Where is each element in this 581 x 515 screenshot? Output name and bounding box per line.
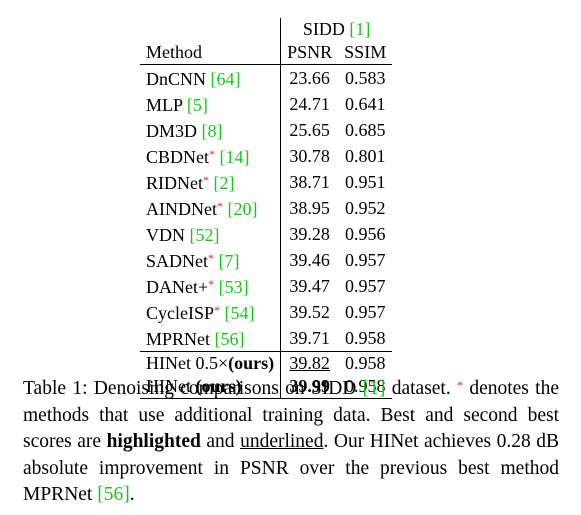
extra-data-marker: * — [203, 173, 209, 187]
ssim-cell: 0.958 — [338, 325, 393, 352]
ssim-cell: 0.957 — [344, 301, 386, 322]
method-cell: AINDNet* [20] — [146, 199, 258, 219]
method-cell: VDN [52] — [146, 225, 220, 245]
ssim-cell: 0.951 — [344, 171, 386, 192]
method-citation[interactable]: [2] — [213, 173, 235, 193]
results-table: SIDD [1] Method PSNR SSIM DnCNN [64] 23.6… — [140, 18, 393, 399]
table-row: CycleISP* [54] 39.52 0.957 — [140, 299, 392, 325]
group-header-row: SIDD [1] — [140, 18, 393, 41]
extra-data-marker: * — [216, 199, 223, 213]
table-row: RIDNet* [2] 38.71 0.951 — [140, 169, 392, 195]
caption-citation-1[interactable]: [1] — [362, 378, 386, 399]
psnr-column-header: PSNR — [280, 41, 339, 65]
psnr-cell: 24.71 — [280, 91, 339, 117]
method-cell: SADNet* [7] — [146, 251, 240, 271]
caption-citation-2[interactable]: [56] — [97, 484, 130, 505]
ssim-cell: 0.957 — [344, 249, 386, 270]
table-row-ours: HINet (ours) 39.99 0.958 — [140, 375, 393, 399]
ssim-cell: 0.641 — [344, 93, 386, 114]
ssim-cell: 0.685 — [344, 119, 386, 140]
underlined-word: underlined — [240, 431, 324, 452]
psnr-cell: 23.66 — [280, 64, 339, 91]
extra-data-marker: * — [214, 303, 221, 317]
psnr-cell: 39.71 — [280, 325, 339, 352]
method-citation[interactable]: [53] — [218, 277, 249, 297]
method-citation[interactable]: [52] — [189, 225, 220, 245]
psnr-cell: 38.71 — [280, 169, 339, 195]
method-cell: DM3D [8] — [146, 121, 223, 141]
psnr-cell: 39.47 — [280, 273, 339, 299]
psnr-cell: 30.78 — [280, 143, 339, 169]
extra-data-marker: * — [208, 251, 214, 265]
psnr-cell: 39.52 — [280, 299, 339, 325]
table-row: DnCNN [64] 23.66 0.583 — [140, 64, 393, 91]
method-cell: DANet+* [53] — [146, 277, 249, 297]
table-row: VDN [52] 39.28 0.956 — [140, 221, 392, 247]
sidd-header: SIDD [1] — [280, 18, 393, 41]
table-caption: Table 1: Denoising comparisons on SIDD [… — [23, 378, 560, 505]
ssim-column-header: SSIM — [338, 41, 393, 65]
column-header-row: Method PSNR SSIM — [140, 41, 393, 65]
table-row: CBDNet* [14] 30.78 0.801 — [140, 143, 392, 169]
extra-data-marker: * — [209, 147, 215, 161]
method-cell: CycleISP* [54] — [146, 303, 255, 323]
table-row: MLP [5] 24.71 0.641 — [140, 91, 392, 117]
method-cell: HINet (ours) — [140, 375, 281, 399]
method-cell: DnCNN [64] — [140, 64, 281, 91]
method-column-header: Method — [140, 41, 281, 65]
psnr-cell: 39.28 — [280, 221, 339, 247]
table-row: SADNet* [7] 39.46 0.957 — [140, 247, 392, 273]
method-citation[interactable]: [7] — [218, 251, 240, 271]
method-citation[interactable]: [56] — [214, 329, 245, 349]
method-citation[interactable]: [64] — [210, 69, 241, 89]
method-citation[interactable]: [20] — [227, 199, 258, 219]
highlighted-word: highlighted — [106, 431, 201, 452]
ssim-cell: 0.801 — [344, 145, 386, 166]
method-cell: HINet 0.5×(ours) — [146, 353, 275, 373]
method-citation[interactable]: [5] — [186, 95, 208, 115]
ssim-cell: 0.957 — [344, 275, 386, 296]
method-cell: CBDNet* [14] — [146, 147, 250, 167]
psnr-cell: 39.82 — [280, 351, 339, 375]
ssim-cell: 0.958 — [344, 353, 386, 373]
asterisk-marker: * — [457, 378, 464, 392]
ssim-cell: 0.952 — [344, 197, 386, 218]
psnr-cell: 39.46 — [280, 247, 339, 273]
method-citation[interactable]: [54] — [224, 303, 255, 323]
table-row: MPRNet [56] 39.71 0.958 — [140, 325, 393, 352]
method-cell: MLP [5] — [146, 95, 208, 115]
ssim-cell: 0.956 — [344, 223, 386, 244]
psnr-cell: 25.65 — [280, 117, 339, 143]
table-row: AINDNet* [20] 38.95 0.952 — [140, 195, 392, 221]
sidd-citation[interactable]: [1] — [349, 19, 371, 39]
psnr-cell: 38.95 — [280, 195, 339, 221]
ours-rows: HINet 0.5×(ours) 39.82 0.958 HINet (ours) 39… — [140, 351, 393, 399]
method-citation[interactable]: [8] — [201, 121, 223, 141]
ssim-cell: 0.583 — [338, 64, 393, 91]
table-row: DM3D [8] 25.65 0.685 — [140, 117, 392, 143]
psnr-cell: 39.99 — [280, 375, 339, 399]
table-row-ours: HINet 0.5×(ours) 39.82 0.958 — [140, 351, 392, 375]
method-rows: DnCNN [64] 23.66 0.583 MLP [5] 24.71 0.641 DM3… — [140, 64, 393, 352]
method-cell: RIDNet* [2] — [146, 173, 235, 193]
method-citation[interactable]: [14] — [219, 147, 250, 167]
method-cell: MPRNet [56] — [140, 325, 281, 352]
ssim-cell: 0.958 — [338, 375, 393, 399]
extra-data-marker: * — [208, 277, 215, 291]
table-row: DANet+* [53] 39.47 0.957 — [140, 273, 392, 299]
